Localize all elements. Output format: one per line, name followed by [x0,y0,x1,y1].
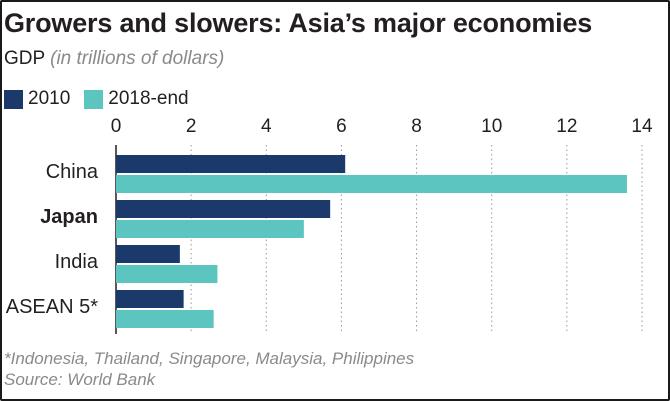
legend-item-2010: 2010 [4,88,70,110]
source-note: Source: World Bank [4,370,156,389]
category-label-1: Japan [40,206,98,228]
x-tick-label-10: 10 [481,116,502,137]
x-tick-label-12: 12 [556,116,577,137]
legend-swatch-2010 [4,89,23,109]
bar-japan-2010 [116,200,331,218]
chart-subtitle: GDP (in trillions of dollars) [4,48,224,70]
x-tick-label-0: 0 [111,116,122,137]
bar-japan-2018-end [116,220,304,238]
category-label-0: China [46,161,99,183]
category-label-2: India [55,251,99,273]
subtitle-main: GDP [4,48,45,69]
legend-label-2018-end: 2018-end [108,88,189,109]
x-tick-label-6: 6 [336,116,347,137]
x-tick-label-4: 4 [261,116,272,137]
legend: 2010 2018-end [4,87,203,111]
bar-asean-5--2010 [116,290,184,308]
subtitle-unit: (in trillions of dollars) [50,48,225,69]
bar-india-2018-end [116,265,218,283]
bar-china-2018-end [116,175,627,193]
bar-china-2010 [116,155,346,173]
bar-chart: 0 2 4 6 8 10 12 14 China Japan India ASEAN 5* [6,116,653,334]
x-tick-label-8: 8 [411,116,422,137]
bar-asean-5--2018-end [116,310,214,328]
footnote-block: *Indonesia, Thailand, Singapore, Malaysi… [4,348,414,390]
legend-item-2018-end: 2018-end [84,88,189,110]
bar-india-2010 [116,245,180,263]
category-label-3: ASEAN 5* [6,296,98,318]
x-tick-label-14: 14 [631,116,653,137]
legend-swatch-2018-end [84,89,104,109]
legend-label-2010: 2010 [28,88,71,109]
chart-title: Growers and slowers: Asia’s major econom… [4,8,593,38]
x-tick-label-2: 2 [186,116,197,137]
footnote-asean: *Indonesia, Thailand, Singapore, Malaysi… [4,349,415,368]
